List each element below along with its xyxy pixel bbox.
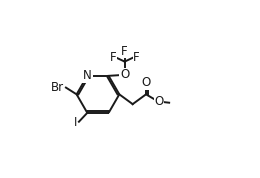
Text: N: N (83, 69, 92, 82)
Text: O: O (141, 76, 151, 89)
Text: O: O (120, 69, 129, 82)
Text: I: I (74, 116, 77, 129)
Text: Br: Br (51, 81, 64, 94)
Text: F: F (121, 45, 128, 58)
Text: O: O (155, 95, 164, 108)
Text: F: F (133, 51, 140, 64)
Text: F: F (110, 51, 116, 64)
